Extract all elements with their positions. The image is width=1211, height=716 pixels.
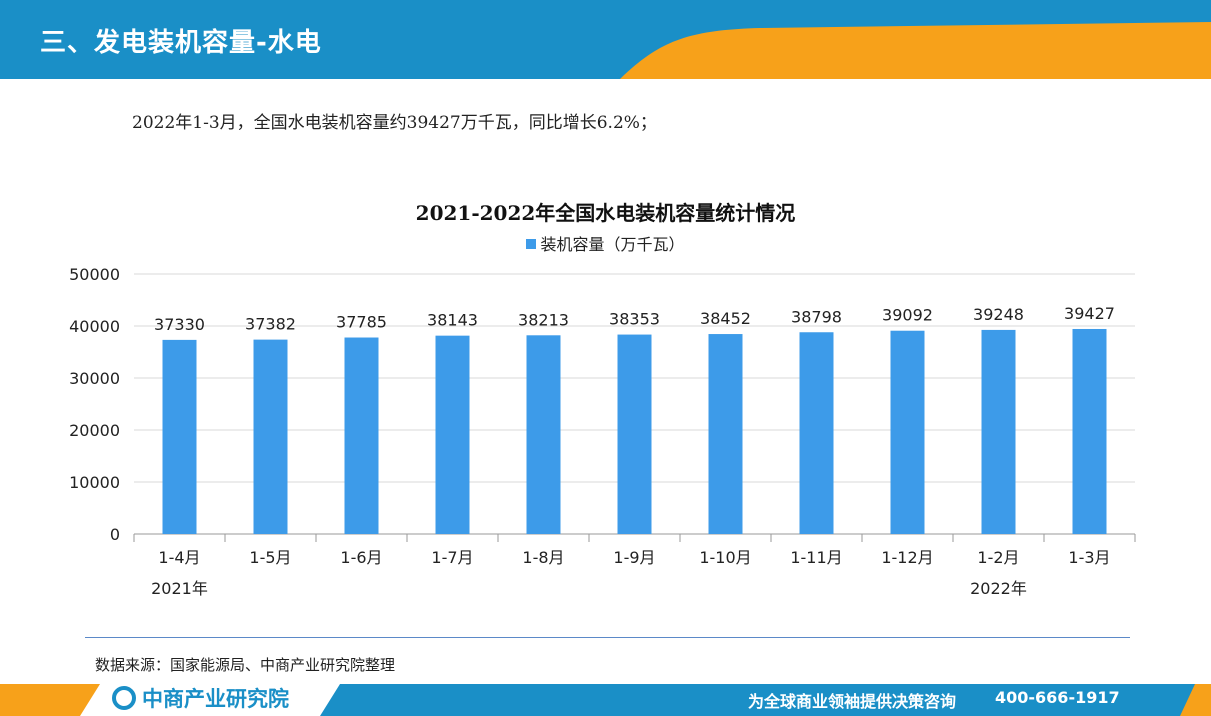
x-tick-label: 1-11月 (790, 548, 842, 567)
footer-band (0, 684, 1211, 716)
x-tick-label: 1-4月 (158, 548, 200, 567)
data-label: 38143 (427, 311, 478, 330)
data-label: 37785 (336, 313, 387, 332)
data-source: 数据来源：国家能源局、中商产业研究院整理 (95, 656, 396, 674)
x-tick-label: 1-3月 (1068, 548, 1110, 567)
data-label: 39092 (882, 306, 933, 325)
legend-label: 装机容量（万千瓦） (540, 235, 685, 254)
x-tick-label: 1-2月 (977, 548, 1019, 567)
bar (799, 332, 834, 534)
bar (1072, 328, 1107, 534)
year-group-label: 2021年 (151, 579, 208, 598)
legend-swatch (526, 239, 537, 249)
y-tick-label: 30000 (69, 369, 120, 388)
y-tick-label: 0 (110, 525, 120, 544)
data-label: 38798 (791, 307, 842, 326)
source-divider (85, 637, 1130, 638)
bar (253, 339, 288, 534)
page-title: 三、发电装机容量-水电 (40, 28, 322, 58)
data-label: 38213 (518, 310, 569, 329)
header-band (0, 0, 1211, 79)
year-group-label: 2022年 (970, 579, 1027, 598)
y-tick-label: 20000 (69, 421, 120, 440)
data-label: 38353 (609, 310, 660, 329)
x-tick-label: 1-8月 (522, 548, 564, 567)
company-logo: 中商产业研究院 (112, 683, 289, 713)
bar (617, 334, 652, 534)
data-label: 38452 (700, 309, 751, 328)
y-tick-label: 50000 (69, 265, 120, 284)
bar (435, 335, 470, 534)
bar (708, 334, 743, 534)
bar (890, 330, 925, 534)
chart-legend: 装机容量（万千瓦） (0, 231, 1211, 255)
bar (981, 329, 1016, 534)
data-label: 37382 (245, 315, 296, 334)
x-tick-label: 1-5月 (249, 548, 291, 567)
x-tick-label: 1-9月 (613, 548, 655, 567)
y-tick-label: 10000 (69, 473, 120, 492)
intro-text: 2022年1-3月，全国水电装机容量约39427万千瓦，同比增长6.2%； (132, 113, 657, 133)
footer-phone: 400-666-1917 (995, 688, 1120, 707)
data-label: 39248 (973, 305, 1024, 324)
x-tick-label: 1-10月 (699, 548, 751, 567)
footer-slogan: 为全球商业领袖提供决策咨询 (748, 692, 957, 711)
bar (526, 335, 561, 534)
x-tick-label: 1-12月 (881, 548, 933, 567)
x-tick-label: 1-7月 (431, 548, 473, 567)
chart-title: 2021-2022年全国水电装机容量统计情况 (415, 201, 796, 225)
logo-icon (112, 686, 136, 710)
bar (162, 339, 197, 534)
bar (344, 337, 379, 534)
x-tick-label: 1-6月 (340, 548, 382, 567)
data-label: 39427 (1064, 304, 1115, 323)
logo-text: 中商产业研究院 (142, 687, 289, 711)
data-label: 37330 (154, 315, 205, 334)
bar-chart: 0 10000 20000 30000 40000 50000 37330 1-4月 37382… (69, 265, 1136, 598)
y-tick-label: 40000 (69, 317, 120, 336)
